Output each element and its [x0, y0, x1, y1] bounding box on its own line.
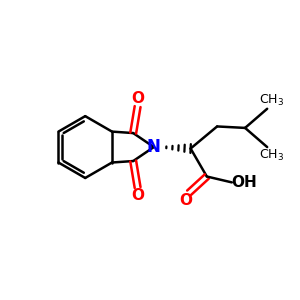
Text: O: O	[131, 91, 144, 106]
Text: O: O	[131, 188, 144, 203]
Text: N: N	[147, 138, 161, 156]
Text: CH$_3$: CH$_3$	[259, 93, 284, 108]
Text: CH$_3$: CH$_3$	[259, 148, 284, 163]
Text: OH: OH	[231, 175, 257, 190]
Text: O: O	[179, 194, 192, 208]
